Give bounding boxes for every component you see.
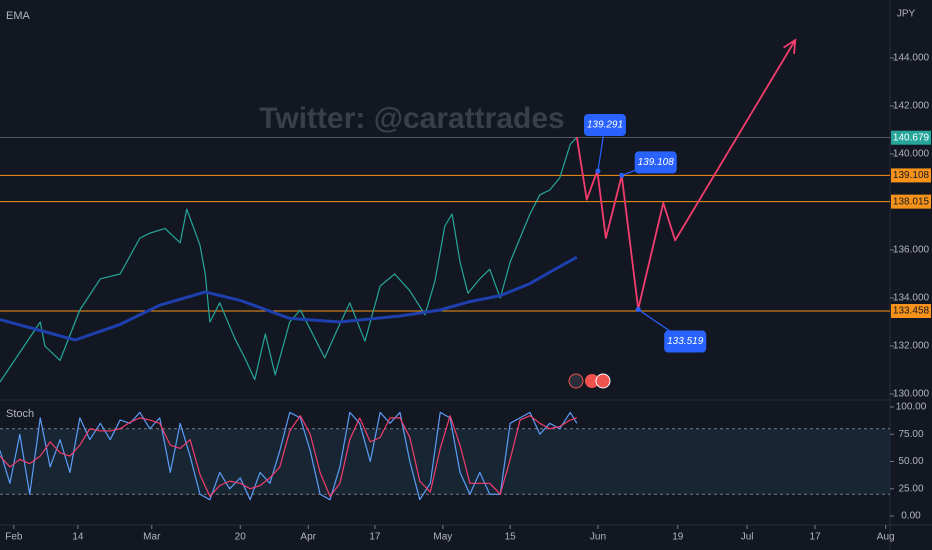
currency-label: JPY: [897, 9, 916, 20]
x-tick-label: Aug: [877, 532, 895, 543]
arrow-head: [783, 38, 797, 55]
stoch-band: [0, 428, 890, 495]
level-tag-label: 140.679: [893, 132, 930, 143]
level-tag: [891, 168, 931, 183]
y-tick-label: 142.000: [893, 101, 930, 112]
series-line: [0, 415, 578, 498]
x-tick-label: 14: [72, 532, 84, 543]
callout-label: 139.108: [638, 157, 675, 168]
callout-box: [664, 330, 707, 353]
series-line: [0, 411, 578, 501]
level-tag: [891, 130, 931, 145]
x-tick-label: 17: [369, 532, 381, 543]
x-tick-label: Apr: [300, 532, 316, 543]
callout-point: [595, 168, 601, 174]
x-tick-label: 17: [810, 532, 822, 543]
y-tick-label: 130.000: [893, 389, 930, 400]
x-tick-label: Feb: [5, 532, 23, 543]
callout-box: [634, 151, 677, 174]
icon: [595, 373, 611, 389]
level-tag-label: 138.015: [893, 196, 930, 207]
indicator-label: EMA: [6, 10, 31, 22]
y-tick-label: 132.000: [893, 341, 930, 352]
level-tag: [891, 304, 931, 319]
x-tick-label: Jun: [590, 532, 606, 543]
x-tick-label: 19: [672, 532, 684, 543]
series-line: [0, 136, 578, 383]
y-tick-label: 25.00: [898, 483, 923, 494]
y-tick-label: 136.000: [893, 245, 930, 256]
y-tick-label: 134.000: [893, 293, 930, 304]
series-line: [0, 255, 578, 342]
level-tag: [891, 194, 931, 209]
x-tick-label: May: [433, 532, 452, 543]
icon: [585, 374, 599, 388]
x-tick-label: Jul: [741, 532, 754, 543]
callout-label: 139.291: [587, 120, 623, 131]
y-tick-label: 144.000: [893, 53, 930, 64]
x-tick-label: 15: [505, 532, 517, 543]
y-tick-label: 50.00: [898, 456, 923, 467]
y-tick-label: 0.00: [901, 511, 921, 522]
callout-point: [619, 172, 625, 178]
callout-point: [635, 307, 641, 313]
indicator-label: Stoch: [6, 408, 34, 420]
x-tick-label: 20: [235, 532, 247, 543]
callout-box: [583, 114, 626, 137]
y-tick-label: 75.00: [898, 429, 923, 440]
level-tag-label: 139.108: [893, 170, 930, 181]
watermark: Twitter: @carattrades: [259, 102, 564, 135]
y-tick-label: 140.000: [893, 149, 930, 160]
toolbar-icons: [568, 373, 611, 389]
x-tick-label: Mar: [143, 532, 161, 543]
y-tick-label: 100.00: [896, 402, 927, 413]
level-tag-label: 133.458: [893, 306, 930, 317]
callout-label: 133.519: [667, 336, 704, 347]
icon: [568, 373, 584, 389]
